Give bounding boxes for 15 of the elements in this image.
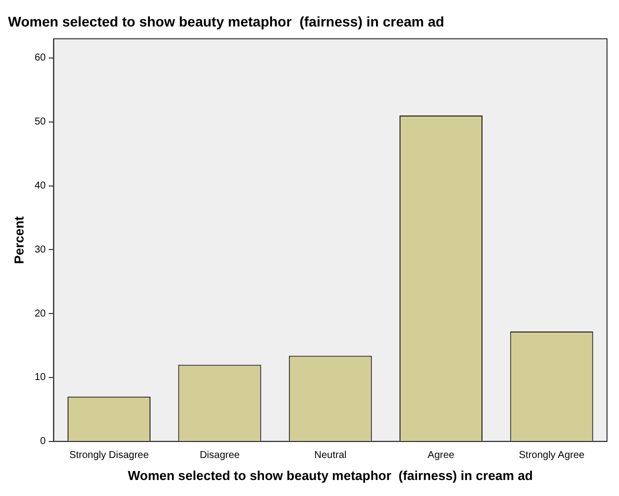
y-tick-label: 0 (40, 436, 46, 448)
x-tick-label: Strongly Disagree (69, 450, 150, 462)
chart-title: Women selected to show beauty metaphor (fairness) in cream ad (8, 13, 444, 30)
y-tick-label: 20 (34, 308, 46, 320)
y-tick-label: 30 (34, 244, 46, 256)
y-tick-label: 60 (34, 52, 46, 64)
y-tick-label: 40 (34, 180, 46, 192)
y-tick-label: 50 (34, 116, 46, 128)
x-tick-label: Neutral (314, 450, 346, 462)
x-tick-label: Agree (428, 450, 455, 462)
x-tick-label: Disagree (200, 450, 240, 462)
y-tick-label: 10 (34, 372, 46, 384)
y-axis-title: Percent (11, 216, 26, 264)
x-tick-label: Strongly Agree (518, 450, 585, 462)
x-axis-title: Women selected to show beauty metaphor (fairness) in cream ad (128, 468, 533, 483)
